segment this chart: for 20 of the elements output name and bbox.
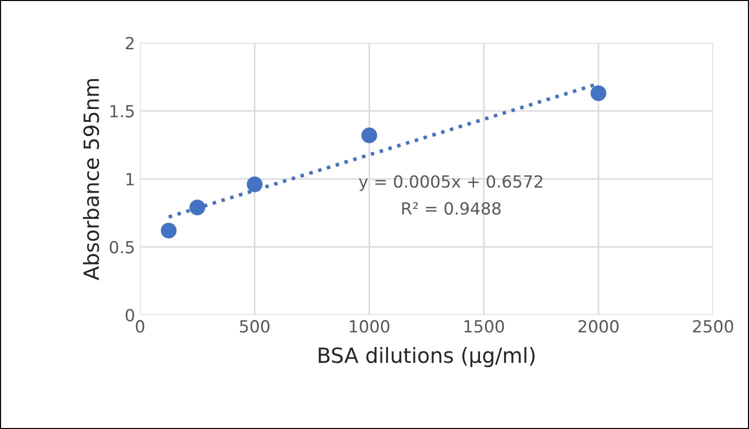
point [246, 176, 263, 192]
y-axis-title: Absorbance 595nm [82, 79, 100, 280]
x-tick-label: 1500 [464, 320, 504, 333]
point [189, 200, 206, 216]
y-tick-label: 0 [126, 308, 134, 322]
y-tick-label: 1 [126, 173, 134, 186]
y-tick-label: 1.5 [110, 105, 134, 118]
x-tick-label: 0 [136, 320, 144, 333]
x-tick-label: 500 [240, 320, 270, 333]
x-axis-title: BSA dilutions (µg/ml) [318, 346, 535, 368]
y-tick-label: 0.5 [110, 240, 134, 254]
x-tick-label: 2500 [693, 320, 734, 333]
point [590, 85, 606, 102]
point [361, 128, 378, 144]
annotation: R² = 0.9488 [402, 202, 501, 215]
x-tick-label: 2000 [578, 320, 619, 333]
annotation: y = 0.0005x + 0.6572 [358, 175, 542, 192]
point [160, 222, 177, 238]
y-tick-label: 2 [126, 36, 134, 50]
x-tick-label: 1000 [350, 320, 390, 333]
